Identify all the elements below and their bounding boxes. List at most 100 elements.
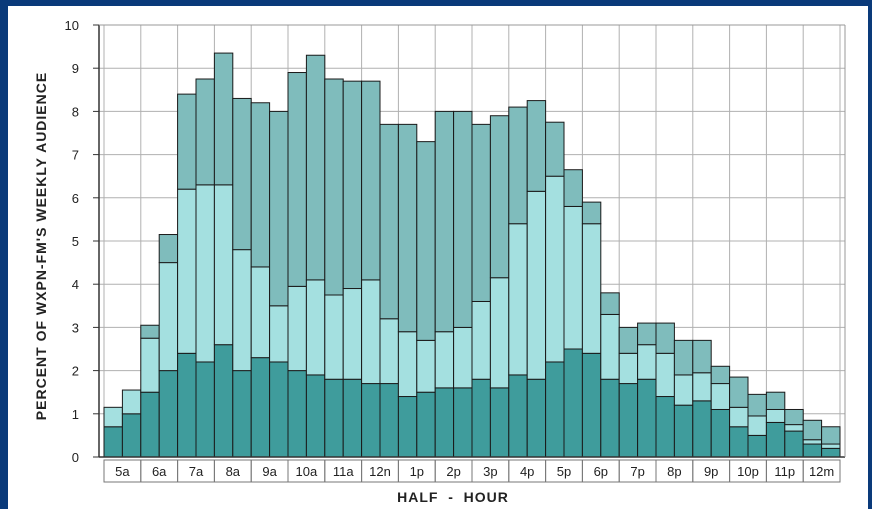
- bar-segment-2: [692, 372, 712, 402]
- bar-segment-2: [508, 223, 528, 376]
- bar-segment-2: [710, 383, 731, 410]
- bar-segment-1: [710, 408, 731, 458]
- bar-segment-2: [232, 249, 252, 372]
- y-tick-label: 5: [72, 234, 79, 249]
- x-tick-label: 5p: [557, 464, 571, 479]
- bar-segment-2: [121, 389, 142, 415]
- x-tick-label: 11a: [333, 464, 354, 479]
- bar-segment-3: [305, 54, 326, 281]
- bar-segment-1: [729, 426, 749, 458]
- bar-segment-1: [434, 387, 455, 458]
- y-tick-label: 10: [65, 18, 79, 33]
- bar-segment-2: [489, 277, 510, 389]
- bar-segment-1: [250, 357, 271, 458]
- bar-segment-1: [618, 383, 639, 458]
- bar-segment-3: [416, 141, 436, 341]
- bar-segment-2: [416, 339, 436, 393]
- bar-segment-1: [563, 348, 583, 458]
- bar-segment-1: [802, 443, 823, 458]
- bar-segment-3: [489, 115, 510, 279]
- bar-segment-3: [471, 123, 491, 302]
- bar-segment-2: [103, 406, 123, 428]
- bar-segment-1: [821, 447, 841, 458]
- bar-segment-1: [471, 378, 491, 458]
- bar-segment-2: [397, 331, 418, 398]
- bar-segment-2: [655, 352, 675, 398]
- y-tick-label: 0: [72, 450, 79, 465]
- bar-segment-2: [747, 415, 767, 436]
- bar-segment-2: [637, 344, 657, 380]
- bar-segment-1: [305, 374, 326, 458]
- bar-segment-3: [802, 419, 823, 441]
- bar-segment-1: [324, 378, 344, 458]
- bar-segment-3: [710, 365, 731, 385]
- bar-segment-2: [802, 439, 823, 445]
- bar-segment-3: [213, 52, 234, 186]
- x-tick-label: 4p: [520, 464, 534, 479]
- bar-segment-2: [563, 205, 583, 350]
- bar-segment-2: [545, 175, 565, 363]
- bar-segment-2: [765, 408, 786, 423]
- bar-segment-3: [784, 408, 804, 426]
- x-tick-label: 2p: [446, 464, 460, 479]
- bar-segment-3: [287, 72, 307, 287]
- bar-segment-2: [379, 318, 399, 385]
- bar-segment-2: [342, 288, 363, 380]
- bar-segment-2: [287, 285, 307, 372]
- x-tick-label: 7a: [189, 464, 204, 479]
- bar-segment-2: [140, 337, 160, 393]
- bar-segment-2: [269, 305, 289, 363]
- bar-segment-1: [287, 370, 307, 458]
- bar-segment-3: [655, 322, 675, 354]
- bar-segment-1: [269, 361, 289, 458]
- bar-segment-1: [379, 383, 399, 458]
- bar-segment-3: [563, 169, 583, 207]
- bar-segment-3: [747, 393, 767, 417]
- x-tick-label: 12m: [809, 464, 834, 479]
- bar-segment-3: [269, 110, 289, 307]
- x-label-box: [802, 459, 841, 483]
- bar-segment-1: [545, 361, 565, 458]
- bar-segment-1: [508, 374, 528, 458]
- bar-segment-1: [600, 378, 620, 458]
- bar-segment-1: [140, 391, 160, 458]
- x-tick-label: 10a: [296, 464, 318, 479]
- bar-segment-1: [397, 396, 418, 458]
- bar-segment-3: [637, 322, 657, 346]
- bar-segment-1: [416, 391, 436, 458]
- bar-segment-3: [729, 376, 749, 408]
- y-tick-label: 3: [72, 320, 79, 335]
- bars: [103, 52, 841, 458]
- y-tick-label: 6: [72, 191, 79, 206]
- stacked-bar-chart: 0 1 2 3 4 5 6 7 8 9 10 5a 6a 7a 8a 9a 10a 11a 12n 1p 2p 3p 4p 5…: [33, 18, 846, 505]
- x-tick-label: 10p: [737, 464, 759, 479]
- x-tick-label: 5a: [115, 464, 130, 479]
- bar-segment-2: [618, 352, 639, 385]
- bar-segment-3: [508, 106, 528, 225]
- bar-segment-3: [692, 339, 712, 374]
- x-axis-title: HALF - HOUR: [397, 489, 509, 505]
- bar-segment-2: [305, 279, 326, 376]
- bar-segment-3: [195, 78, 215, 186]
- bar-segment-1: [177, 352, 197, 458]
- y-tick-label: 2: [72, 364, 79, 379]
- bar-segment-3: [673, 339, 694, 376]
- x-tick-label: 7p: [630, 464, 644, 479]
- bar-segment-2: [526, 190, 547, 380]
- y-axis-title: PERCENT OF WXPN-FM'S WEEKLY AUDIENCE: [33, 72, 49, 420]
- bar-segment-1: [195, 361, 215, 458]
- bar-segment-2: [213, 184, 234, 346]
- bar-segment-2: [434, 331, 455, 389]
- bar-segment-2: [453, 326, 473, 389]
- bar-segment-1: [637, 378, 657, 458]
- bar-segment-3: [600, 292, 620, 315]
- bar-segment-2: [195, 184, 215, 363]
- bar-segment-3: [453, 110, 473, 328]
- bar-segment-3: [379, 123, 399, 320]
- y-tick-label: 7: [72, 148, 79, 163]
- bar-segment-3: [526, 100, 547, 192]
- bar-segment-2: [600, 313, 620, 380]
- bar-segment-1: [784, 430, 804, 458]
- bar-segment-3: [324, 78, 344, 296]
- bar-segment-2: [471, 300, 491, 380]
